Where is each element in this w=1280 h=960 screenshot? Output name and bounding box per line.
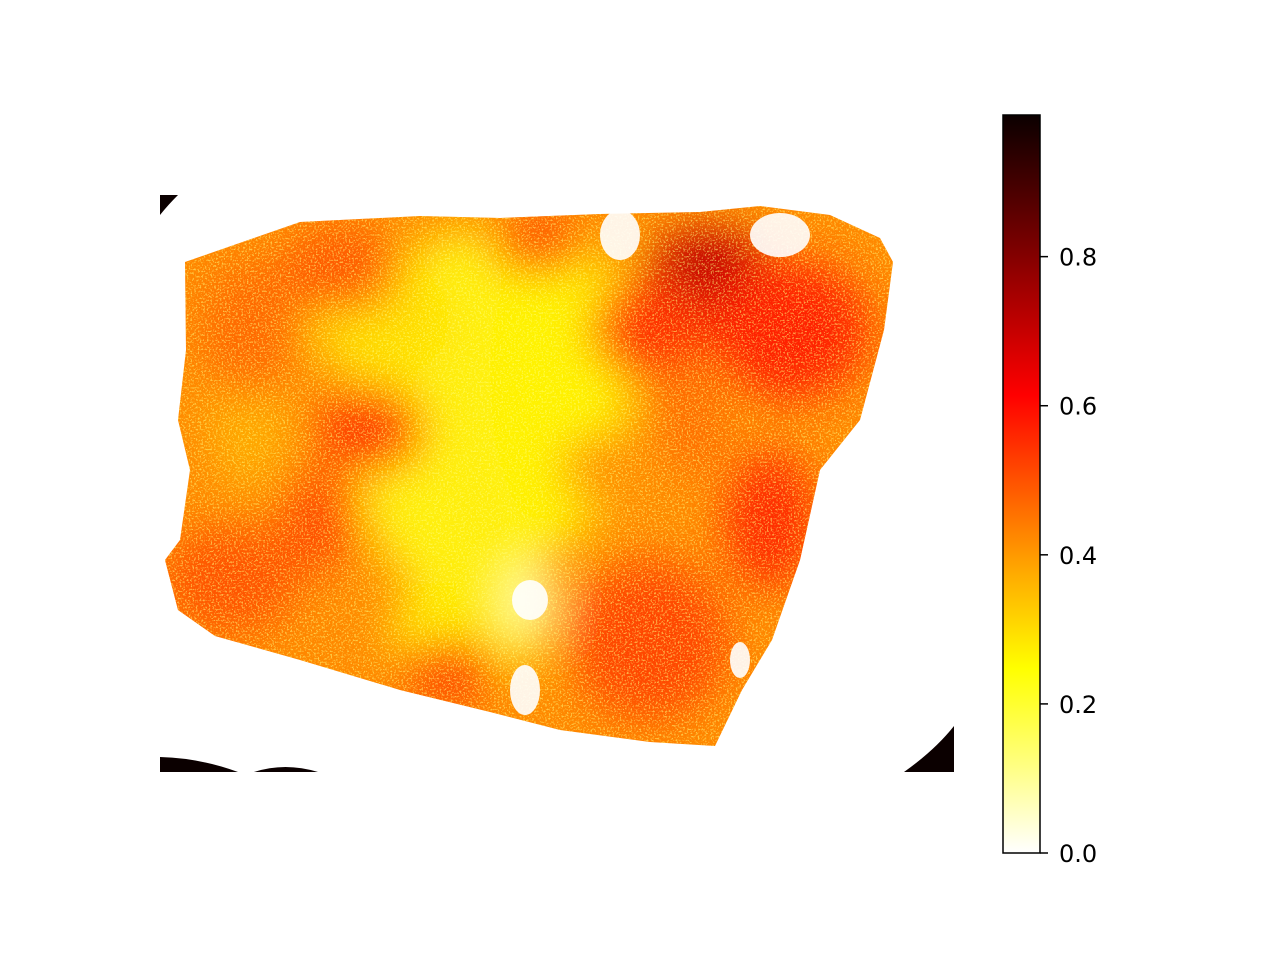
colorbar: 0.0 0.2 0.4 0.6 0.8 [1002,114,1097,868]
colorbar-tick-label: 0.8 [1059,244,1097,272]
colorbar-tick-label: 0.2 [1059,691,1097,719]
colorbar-tick-label: 0.0 [1059,840,1097,868]
heatmap-image [160,195,954,772]
colorbar-tick-label: 0.4 [1059,542,1097,570]
colorbar-tick-label: 0.6 [1059,393,1097,421]
dark-corners [160,195,954,772]
white-gaps [510,210,810,715]
colorbar-gradient [1002,114,1041,854]
colorbar-ticks: 0.0 0.2 0.4 0.6 0.8 [1040,244,1097,868]
tissue-section [165,206,893,746]
